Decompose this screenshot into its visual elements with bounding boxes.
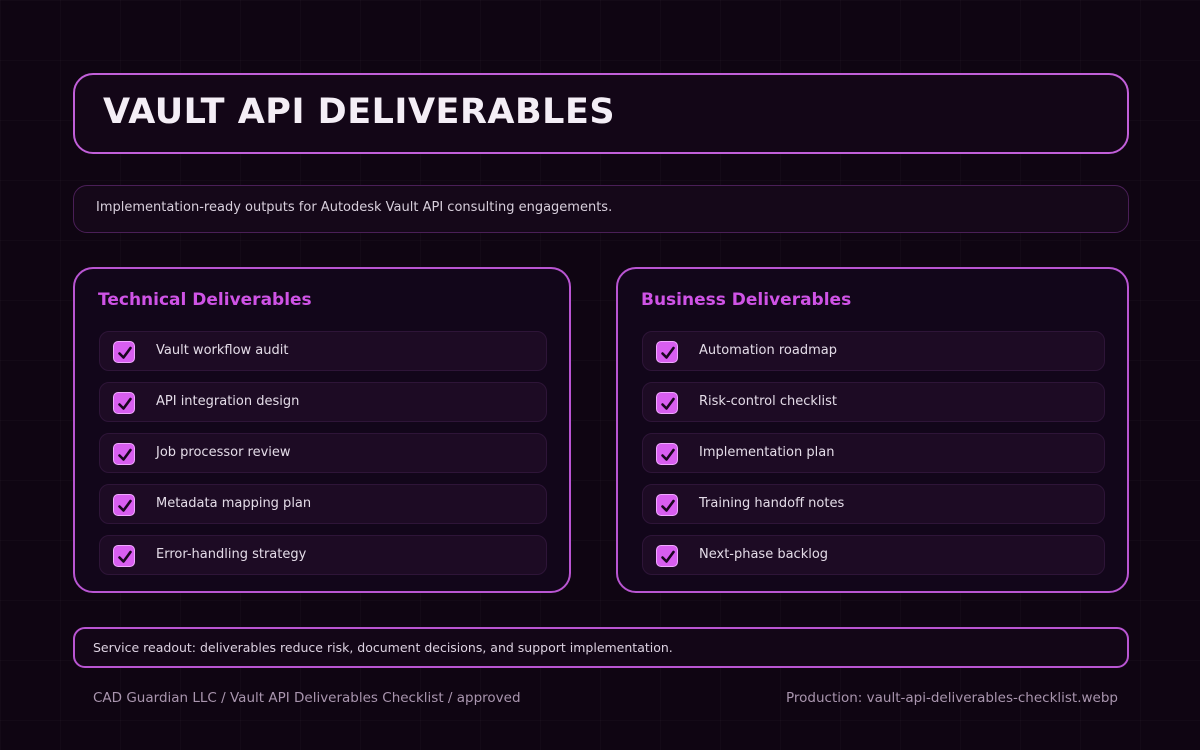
business-deliverables-panel: Business Deliverables Automation roadmap… — [616, 267, 1129, 593]
technical-deliverables-panel: Technical Deliverables Vault workflow au… — [73, 267, 571, 593]
checklist-item: Error-handling strategy — [99, 535, 547, 575]
checklist-item: Implementation plan — [642, 433, 1105, 473]
panel-title: Business Deliverables — [641, 290, 852, 310]
header-banner: VAULT API DELIVERABLES — [73, 73, 1129, 154]
checklist-item: Automation roadmap — [642, 331, 1105, 371]
page-title: VAULT API DELIVERABLES — [103, 92, 616, 132]
checkbox-checked-icon[interactable] — [113, 392, 135, 414]
checklist-item: Metadata mapping plan — [99, 484, 547, 524]
checkbox-checked-icon[interactable] — [113, 443, 135, 465]
service-readout: Service readout: deliverables reduce ris… — [73, 627, 1129, 668]
checklist-item: Job processor review — [99, 433, 547, 473]
checklist-item-label: Training handoff notes — [699, 496, 845, 511]
checklist-item: Risk-control checklist — [642, 382, 1105, 422]
checkbox-checked-icon[interactable] — [113, 494, 135, 516]
checkbox-checked-icon[interactable] — [656, 494, 678, 516]
subtitle-text: Implementation-ready outputs for Autodes… — [96, 200, 613, 215]
checklist-item-label: Vault workflow audit — [156, 343, 289, 358]
checklist-item-label: Risk-control checklist — [699, 394, 837, 409]
checklist-item: Next-phase backlog — [642, 535, 1105, 575]
checklist-item-label: Automation roadmap — [699, 343, 837, 358]
footer-production: Production: vault-api-deliverables-check… — [785, 690, 1118, 706]
checklist-item-label: API integration design — [156, 394, 300, 409]
readout-text: Service readout: deliverables reduce ris… — [93, 640, 673, 655]
checkbox-checked-icon[interactable] — [113, 341, 135, 363]
checklist-item-label: Metadata mapping plan — [156, 496, 312, 511]
checkbox-checked-icon[interactable] — [113, 545, 135, 567]
checklist-item-label: Next-phase backlog — [699, 547, 829, 562]
checkbox-checked-icon[interactable] — [656, 443, 678, 465]
checklist-item-label: Error-handling strategy — [156, 547, 307, 562]
checklist-item: Training handoff notes — [642, 484, 1105, 524]
checklist-item: API integration design — [99, 382, 547, 422]
checkbox-checked-icon[interactable] — [656, 545, 678, 567]
checklist-item-label: Job processor review — [156, 445, 291, 460]
checkbox-checked-icon[interactable] — [656, 392, 678, 414]
footer-credit: CAD Guardian LLC / Vault API Deliverable… — [93, 690, 521, 706]
checklist-item-label: Implementation plan — [699, 445, 835, 460]
checklist-item: Vault workflow audit — [99, 331, 547, 371]
panel-title: Technical Deliverables — [98, 290, 312, 310]
checkbox-checked-icon[interactable] — [656, 341, 678, 363]
subtitle-box: Implementation-ready outputs for Autodes… — [73, 185, 1129, 233]
